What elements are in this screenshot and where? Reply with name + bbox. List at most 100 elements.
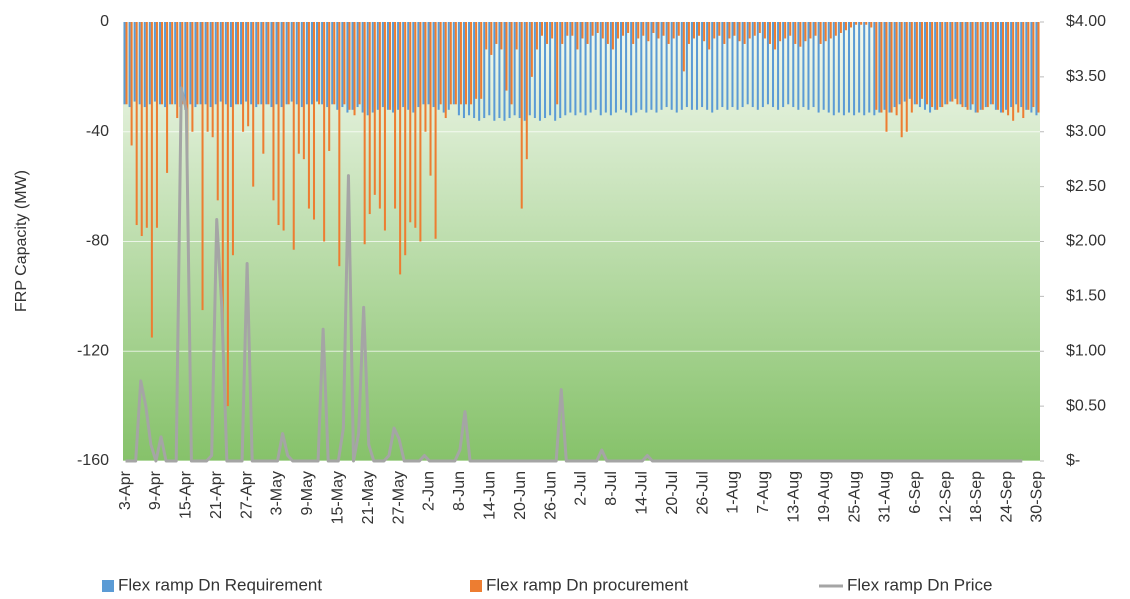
bar: [498, 22, 501, 119]
bar: [1012, 22, 1015, 121]
bar: [328, 22, 331, 151]
x-tick-label: 3-Apr: [117, 470, 134, 510]
bar: [660, 22, 663, 110]
bar: [295, 22, 298, 105]
bar: [934, 22, 937, 110]
bar: [956, 22, 959, 105]
bar: [627, 22, 630, 33]
bar: [951, 22, 954, 102]
bar: [221, 22, 224, 338]
bar: [358, 22, 361, 105]
bar: [878, 22, 881, 113]
bar: [640, 22, 643, 110]
bar: [338, 22, 341, 267]
bar: [655, 22, 658, 113]
bar: [503, 22, 506, 121]
bar: [809, 22, 812, 39]
bar: [368, 22, 371, 215]
bar: [407, 22, 410, 110]
bar: [302, 22, 305, 160]
x-tick-label: 14-Jun: [482, 471, 499, 520]
bar: [234, 22, 237, 105]
y-axis-label: FRP Capacity (MW): [13, 170, 30, 312]
bar: [307, 22, 310, 209]
bar: [255, 22, 258, 108]
bar: [753, 22, 756, 36]
y2-tick-label: $2.50: [1066, 178, 1106, 195]
bar: [726, 22, 729, 110]
y2-tick-label: $1.50: [1066, 288, 1106, 305]
x-tick-label: 20-Jul: [664, 471, 681, 515]
bar: [538, 22, 541, 121]
bar: [434, 22, 437, 239]
bar: [939, 22, 942, 108]
bar: [363, 22, 366, 245]
bar: [761, 22, 764, 108]
bar: [1020, 22, 1023, 108]
bar: [196, 22, 199, 105]
x-tick-label: 21-Apr: [208, 470, 225, 519]
bar: [829, 22, 832, 39]
bar: [936, 22, 939, 110]
bar: [356, 22, 359, 108]
bar: [267, 22, 270, 105]
bar: [540, 22, 543, 36]
x-tick-label: 15-May: [330, 471, 347, 524]
bar: [312, 22, 316, 220]
bar: [873, 22, 876, 116]
bar: [994, 22, 997, 110]
bar: [166, 22, 169, 173]
y-tick-label: -40: [86, 123, 109, 140]
bar: [310, 22, 313, 105]
bar: [473, 22, 476, 119]
bar: [733, 22, 736, 36]
bar: [224, 22, 227, 105]
bar: [579, 22, 582, 113]
bar: [551, 22, 554, 39]
bar: [842, 22, 845, 116]
bar: [789, 22, 792, 36]
bar: [490, 22, 493, 55]
bar: [822, 22, 825, 110]
bar: [979, 22, 982, 110]
bar: [981, 22, 984, 110]
bar: [383, 22, 386, 231]
bar: [964, 22, 967, 108]
x-tick-label: 18-Sep: [968, 471, 985, 523]
bar: [272, 22, 275, 201]
bar: [523, 22, 526, 121]
bar: [738, 22, 741, 42]
bar: [125, 22, 128, 105]
bar: [746, 22, 749, 105]
bar: [858, 22, 861, 113]
bar: [812, 22, 815, 108]
bar: [569, 22, 572, 113]
bar: [784, 22, 787, 39]
bar: [763, 22, 766, 39]
bar: [918, 22, 921, 108]
x-tick-label: 1-Aug: [725, 471, 742, 514]
bar: [931, 22, 934, 108]
bar: [797, 22, 800, 110]
bar: [204, 22, 207, 105]
bar: [888, 22, 891, 113]
bar: [520, 22, 523, 209]
y-tick-label: 0: [100, 13, 109, 30]
x-tick-label: 26-Jul: [694, 471, 711, 515]
bar: [853, 22, 856, 116]
bar: [966, 22, 969, 110]
bar: [844, 22, 847, 31]
x-tick-label: 21-May: [360, 471, 377, 524]
bar: [444, 22, 447, 119]
bar: [1017, 22, 1020, 113]
bar: [392, 22, 395, 113]
bar: [530, 22, 533, 77]
bar: [944, 22, 947, 105]
y2-tick-label: $-: [1066, 452, 1080, 469]
x-tick-label: 12-Sep: [937, 471, 954, 523]
bar: [275, 22, 278, 105]
bar: [1022, 22, 1025, 119]
x-tick-label: 6-Sep: [907, 471, 924, 514]
bar: [1035, 22, 1038, 116]
bar: [675, 22, 678, 113]
